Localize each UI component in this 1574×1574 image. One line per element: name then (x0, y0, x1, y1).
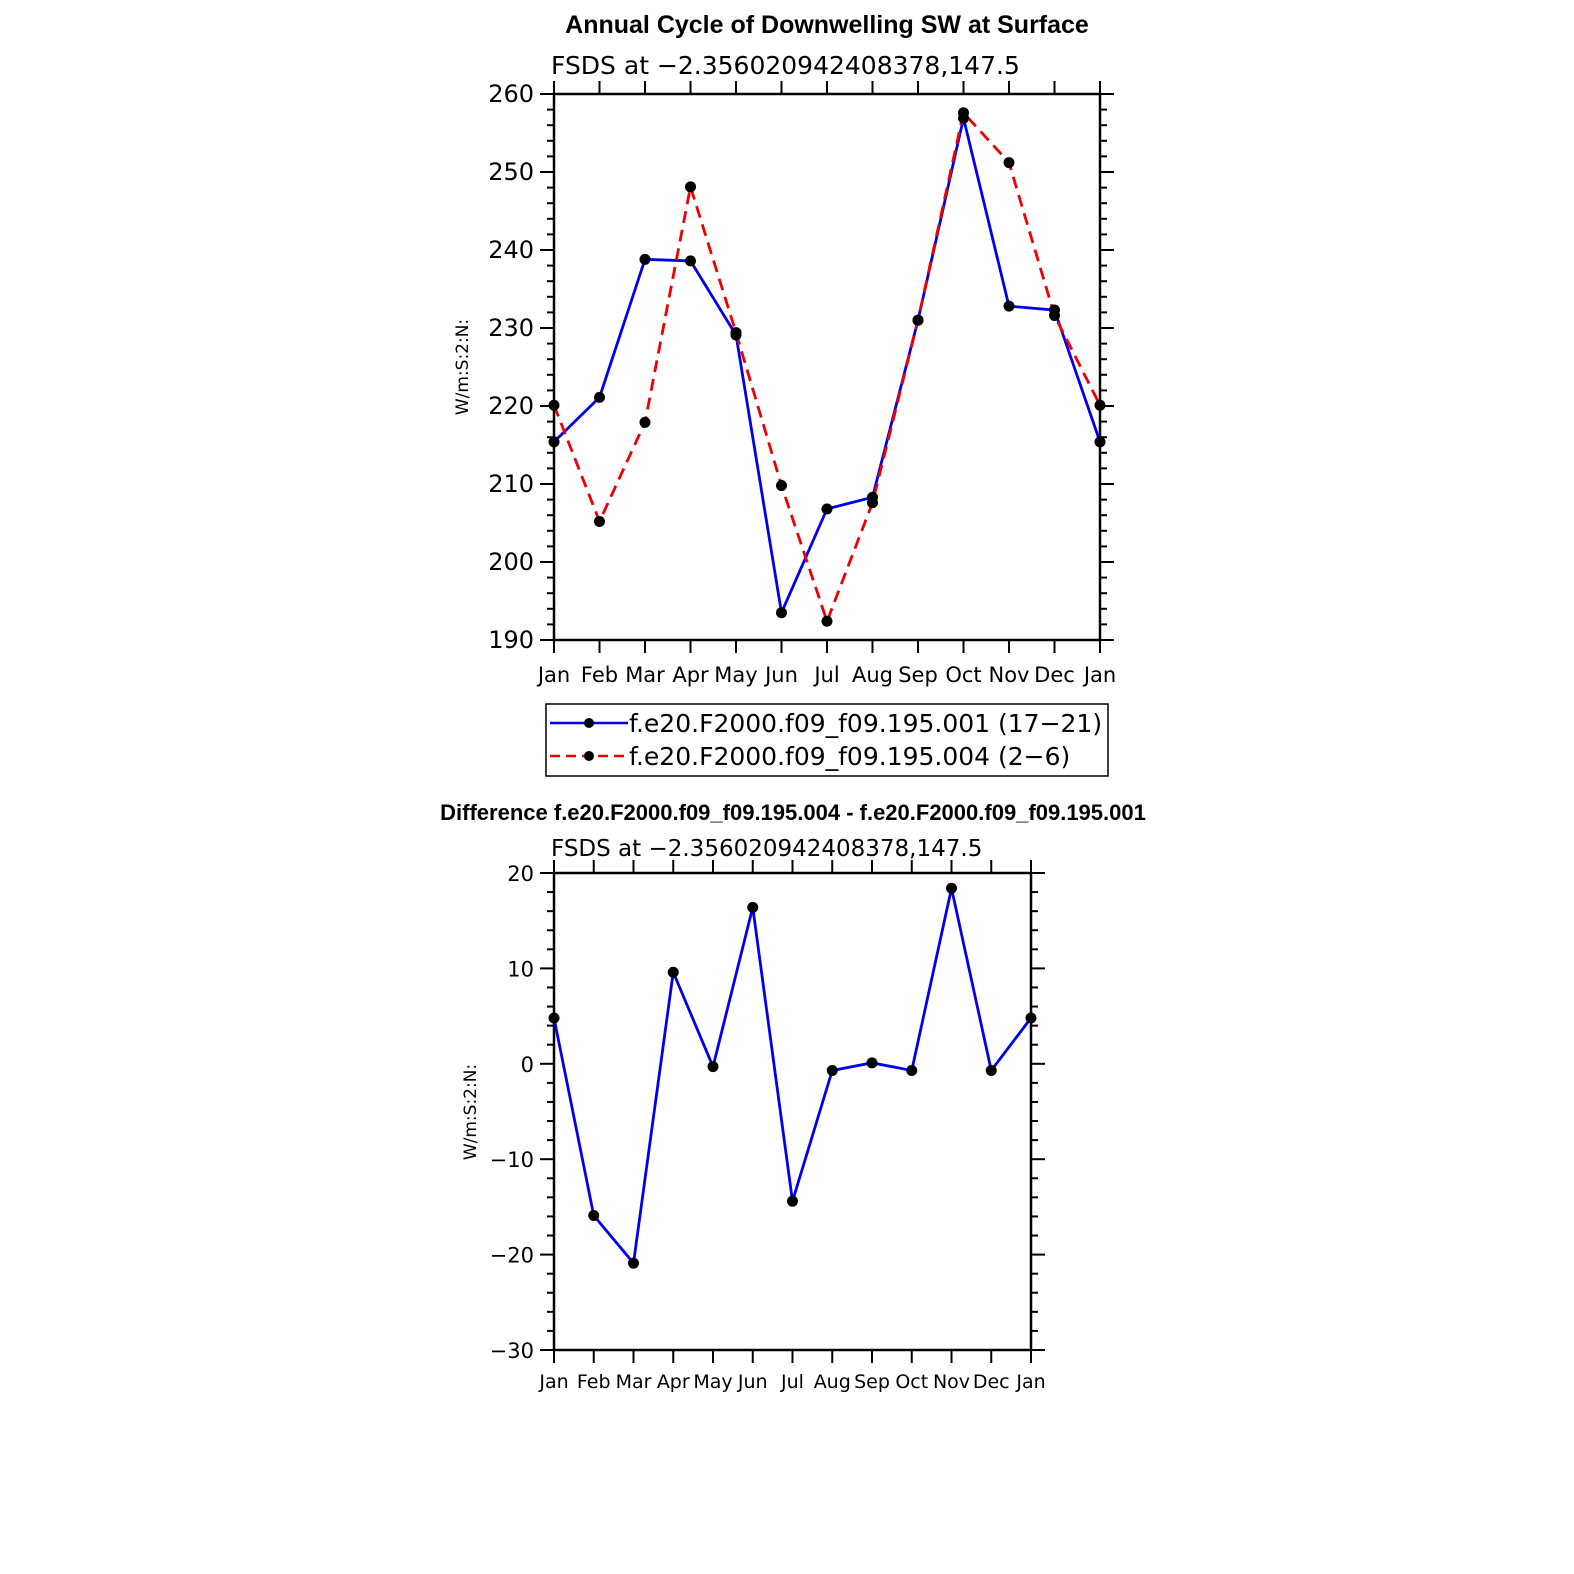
chart2-series-1-point (548, 1012, 560, 1024)
chart2-xtick-label: Feb (577, 1371, 611, 1393)
chart2-xtick-label: May (693, 1371, 732, 1393)
chart2-ytick-label: −10 (490, 1148, 534, 1172)
legend-box (545, 703, 1109, 777)
chart1-xtick-label: Oct (945, 663, 981, 687)
chart1-ytick-label: 190 (488, 626, 534, 654)
chart1-series-1-point (639, 253, 651, 265)
chart1-series-2-point (639, 416, 651, 428)
chart1-legend: f.e20.F2000.f09_f09.195.001 (17−21) f.e2… (545, 703, 1109, 777)
chart1-series-2-point (867, 497, 878, 509)
chart2-series-1-point (866, 1057, 878, 1069)
chart1-series-2-point (685, 181, 696, 193)
chart1-xtick-label: Jun (763, 663, 798, 687)
chart1-ytick-label: 250 (488, 158, 534, 186)
chart2-xtick-label: Sep (854, 1371, 890, 1393)
chart2-ytick-label: 10 (507, 957, 534, 981)
chart2-xtick-label: Aug (814, 1371, 851, 1393)
chart1-xtick-label: Jul (812, 663, 839, 687)
chart2-xtick-label: Oct (895, 1371, 928, 1393)
chart1-series-2-line (552, 109, 1102, 626)
chart2-series-1-point (707, 1061, 719, 1073)
chart1-frame (552, 92, 1102, 642)
chart2-series-1-point (787, 1195, 798, 1207)
chart1-series-1-point (685, 255, 696, 267)
chart1-series-2-point (1094, 399, 1106, 411)
chart2-series-1-point (985, 1064, 997, 1076)
chart1-ytick-label: 220 (488, 392, 534, 420)
chart1-series-1-point (1094, 436, 1106, 448)
chart1-series-1-point (548, 436, 560, 448)
chart2-series-1-point (628, 1257, 639, 1269)
chart2-ytick-label: 0 (521, 1053, 534, 1077)
chart2-series-1-point (747, 901, 759, 913)
chart1-series-2-point (1049, 310, 1060, 322)
chart2-xtick-label: Jul (780, 1371, 804, 1393)
chart1-subtitle: FSDS at −2.356020942408378,147.5 (551, 51, 1020, 80)
chart2-xtick-label: Jan (1015, 1371, 1045, 1393)
chart2-ylabel: W/m:S:2:N: (461, 1064, 481, 1160)
chart2-series-1-line (552, 887, 1033, 1267)
legend-label-series-2: f.e20.F2000.f09_f09.195.004 (2−6) (629, 742, 1070, 771)
chart2-frame (552, 871, 1033, 1352)
chart2-ytick-label: −20 (490, 1244, 534, 1268)
chart1-ytick-label: 210 (488, 470, 534, 498)
chart2-xtick-label: Jun (737, 1371, 768, 1393)
chart1-xtick-label: Jan (536, 663, 570, 687)
chart2-xtick-label: Apr (657, 1371, 690, 1393)
chart1-xtick-label: Jan (1082, 663, 1116, 687)
chart1-xtick-label: Nov (989, 663, 1030, 687)
legend-marker-series-1 (584, 718, 594, 728)
chart1-xtick-label: Apr (672, 663, 709, 687)
chart1-series-1-point (821, 503, 833, 515)
chart1-xtick-label: Mar (625, 663, 665, 687)
chart1-xtick-label: Sep (898, 663, 938, 687)
chart2-plot-area: −30 −20 −10 0 10 20 Jan Feb Mar Apr May Jun Jul Aug Se… (490, 860, 1046, 1393)
chart1-series-2-point (958, 107, 969, 119)
legend-label-series-1: f.e20.F2000.f09_f09.195.001 (17−21) (629, 709, 1102, 738)
chart2-xtick-label: Nov (933, 1371, 970, 1393)
chart1-series-2-point (821, 615, 833, 627)
chart1-series-2-point (1003, 157, 1015, 169)
chart1-series-2-point (912, 314, 924, 326)
chart1-series-2-point (730, 327, 742, 339)
chart2-ytick-label: 20 (507, 862, 534, 886)
chart2-series-1-point (667, 966, 679, 978)
chart2-xtick-label: Jan (538, 1371, 568, 1393)
chart2-series-1-point (906, 1064, 918, 1076)
chart1-series-2-point (776, 480, 787, 492)
chart2-xtick-label: Mar (616, 1371, 652, 1393)
chart1-series-1-point (594, 391, 605, 403)
chart2-subtitle: FSDS at −2.356020942408378,147.5 (551, 836, 982, 862)
chart1-ytick-label: 230 (488, 314, 534, 342)
legend-marker-series-2 (584, 751, 594, 761)
chart1-xtick-label: Dec (1034, 663, 1075, 687)
chart2-series-1-point (588, 1209, 600, 1221)
chart2-ytick-label: −30 (490, 1339, 534, 1363)
chart1-ytick-label: 240 (488, 236, 534, 264)
chart1-series-1-line (553, 117, 1102, 618)
chart2-series-1-point (826, 1064, 838, 1076)
chart2-xtick-label: Dec (973, 1371, 1010, 1393)
chart2-series-1-point (1025, 1012, 1037, 1024)
chart1-xtick-label: Aug (852, 663, 893, 687)
chart1-xtick-label: May (714, 663, 757, 687)
chart1-series-1-point (776, 607, 787, 619)
chart1-series-2-point (548, 399, 560, 411)
chart1-ytick-label: 200 (488, 548, 534, 576)
chart1-ytick-label: 260 (488, 80, 534, 108)
chart2-title: Difference f.e20.F2000.f09_f09.195.004 -… (440, 800, 1146, 825)
chart2-series-1-point (946, 882, 957, 894)
chart1-title: Annual Cycle of Downwelling SW at Surfac… (565, 11, 1089, 39)
chart1-xtick-label: Feb (581, 663, 618, 687)
chart1-series-1-point (1003, 300, 1015, 312)
chart1-ylabel: W/m:S:2:N: (453, 319, 473, 415)
chart1-series-2-point (594, 515, 605, 527)
